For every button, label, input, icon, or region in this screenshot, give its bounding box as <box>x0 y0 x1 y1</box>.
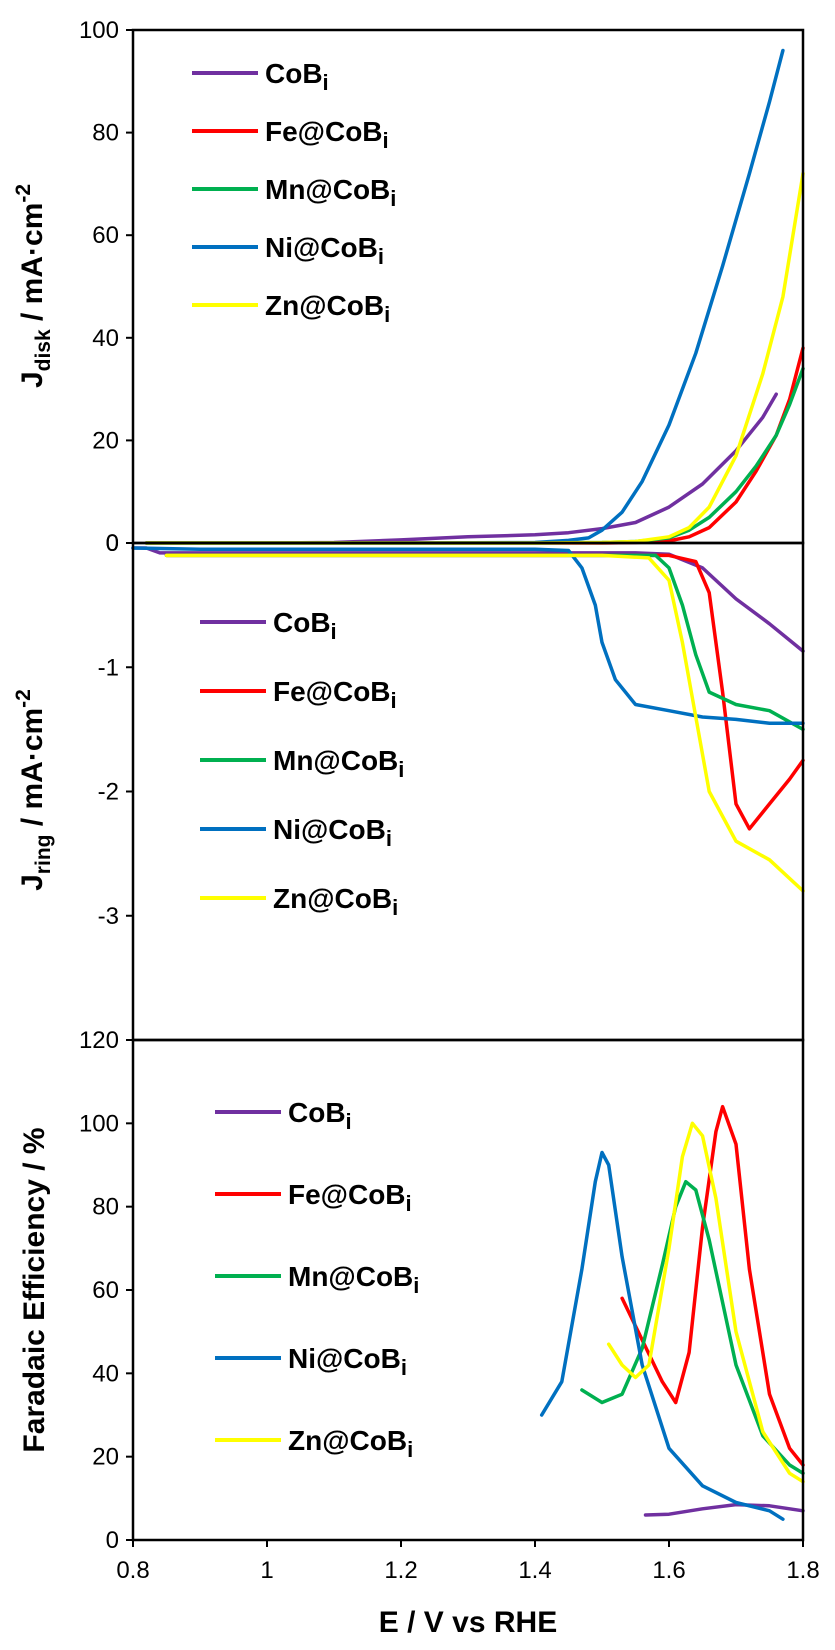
y-axis-label: Jdisk / mA·cm-2 <box>12 184 55 388</box>
y-tick-label: 120 <box>79 1027 119 1054</box>
panel-3: 0 20 40 60 80 100 120 CoBi Fe@CoBi Mn@CoBi Ni@CoBi… <box>18 1027 820 1639</box>
legend-label: CoBi <box>273 607 337 644</box>
series-line-cob <box>144 392 778 545</box>
legend-label: Ni@CoBi <box>288 1343 407 1380</box>
legend-label: Zn@CoBi <box>273 883 398 920</box>
y-tick-label: 40 <box>92 1360 119 1387</box>
legend-label: Mn@CoBi <box>288 1261 419 1298</box>
x-axis-label: E / V vs RHE <box>379 1606 557 1639</box>
y-axis-label: Faradaic Efficiency / % <box>18 1127 51 1452</box>
legend-label: CoBi <box>288 1097 352 1134</box>
x-tick-label: 1.8 <box>786 1557 819 1584</box>
legend-label: Ni@CoBi <box>273 814 392 851</box>
series-line-ni-cob <box>539 1150 785 1521</box>
legend-label: Fe@CoBi <box>273 676 397 713</box>
y-tick-label: 20 <box>92 1444 119 1471</box>
y-axis-label: Jring / mA·cm-2 <box>12 689 55 891</box>
x-tick-label: 1.6 <box>652 1557 685 1584</box>
x-tick-label: 1.4 <box>518 1557 551 1584</box>
series-line-mn-cob <box>144 366 805 545</box>
panel-2: 0 -1 -2 -3 CoBi Fe@CoBi Mn@CoBi Ni@CoBi Zn@CoBi J… <box>12 530 805 1042</box>
y-tick-label: 40 <box>92 325 119 352</box>
series-line-fe-cob <box>620 1104 805 1467</box>
y-tick-label: 20 <box>92 427 119 454</box>
series-line-zn-cob <box>164 553 805 893</box>
series-line-ni-cob <box>131 546 805 725</box>
y-tick-label: 80 <box>92 1194 119 1221</box>
legend-label: Mn@CoBi <box>273 745 404 782</box>
legend-label: Ni@CoBi <box>265 232 384 269</box>
legend-label: Mn@CoBi <box>265 174 396 211</box>
x-tick-label: 0.8 <box>116 1557 149 1584</box>
series-line-cob <box>131 546 805 653</box>
panel-1: 0 20 40 60 80 100 CoBi Fe@CoBi Mn@CoBi Ni@CoBi Zn@… <box>12 17 805 557</box>
y-tick-label: 60 <box>92 222 119 249</box>
legend-label: Fe@CoBi <box>265 116 389 153</box>
y-tick-label: 0 <box>106 1527 119 1554</box>
plot-frame <box>131 1038 805 1542</box>
y-tick-label: 100 <box>79 1110 119 1137</box>
plot-frame <box>131 28 805 545</box>
series-line-zn-cob <box>606 1121 805 1484</box>
series-line-mn-cob <box>164 553 805 732</box>
x-tick-label: 1.2 <box>384 1557 417 1584</box>
series-line-cob <box>643 1502 805 1517</box>
y-tick-label: -1 <box>98 654 119 681</box>
x-tick-label: 1 <box>260 1557 273 1584</box>
y-tick-label: 0 <box>106 530 119 557</box>
series-line-ni-cob <box>144 48 785 545</box>
legend-label: Zn@CoBi <box>265 290 390 327</box>
series-line-zn-cob <box>144 171 805 545</box>
series-line-mn-cob <box>580 1179 805 1476</box>
plot-frame <box>131 541 805 1042</box>
y-tick-label: 80 <box>92 120 119 147</box>
y-tick-label: 60 <box>92 1277 119 1304</box>
y-tick-label: -2 <box>98 779 119 806</box>
y-tick-label: 100 <box>79 17 119 44</box>
y-tick-label: 0 <box>106 530 119 557</box>
legend-label: CoBi <box>265 58 329 95</box>
legend-label: Fe@CoBi <box>288 1179 412 1216</box>
y-tick-label: -3 <box>98 903 119 930</box>
legend-label: Zn@CoBi <box>288 1425 413 1462</box>
